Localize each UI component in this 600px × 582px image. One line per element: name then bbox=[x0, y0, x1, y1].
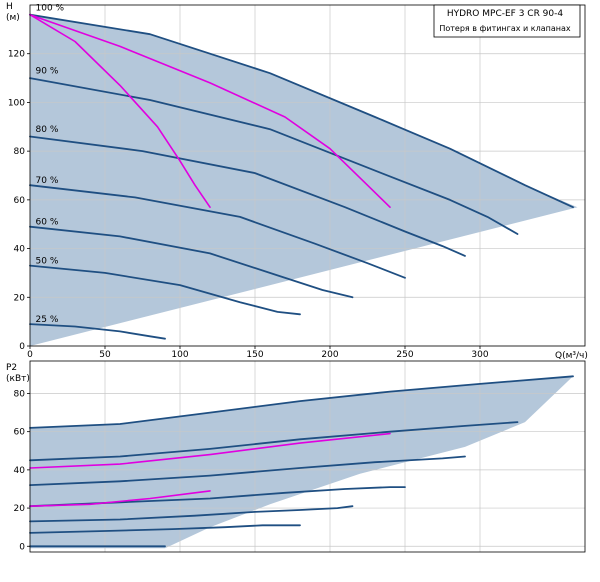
x-tick-label: 300 bbox=[471, 350, 488, 360]
y-axis-label: P2 bbox=[6, 363, 17, 373]
y-axis-label: (кВт) bbox=[6, 374, 30, 384]
x-tick-label: 0 bbox=[27, 350, 33, 360]
x-tick-label: 200 bbox=[321, 350, 338, 360]
y-tick-label: 100 bbox=[8, 98, 25, 108]
speed-label: 70 % bbox=[36, 176, 59, 186]
loss-curve-2-8 bbox=[29, 432, 391, 469]
y-tick-label: 60 bbox=[14, 428, 26, 438]
y-tick-label: 40 bbox=[14, 466, 26, 476]
pump-curve-2-3 bbox=[29, 455, 466, 486]
loss-curve-1-8 bbox=[29, 13, 211, 208]
x-axis-label: Q(м³/ч) bbox=[555, 351, 588, 361]
operating-envelope bbox=[30, 14, 578, 346]
x-tick-label: 100 bbox=[171, 350, 188, 360]
pump-curve-2-4 bbox=[29, 486, 406, 508]
speed-label: 60 % bbox=[36, 218, 59, 228]
x-tick-label: 50 bbox=[99, 350, 111, 360]
pump-curve-2-6 bbox=[29, 524, 301, 534]
y-tick-label: 40 bbox=[14, 245, 26, 255]
pump-curve-1-2 bbox=[29, 77, 519, 235]
pump-curve-2-5 bbox=[29, 505, 354, 523]
y-tick-label: 0 bbox=[19, 342, 25, 352]
y-axis-label: H bbox=[6, 2, 13, 12]
speed-label: 100 % bbox=[36, 3, 65, 13]
pump-curve-2-1 bbox=[29, 375, 574, 429]
x-tick-label: 150 bbox=[246, 350, 263, 360]
pump-curve-1-1 bbox=[29, 13, 574, 209]
plot-frame bbox=[29, 360, 586, 553]
pump-curve-1-6 bbox=[29, 264, 301, 316]
y-tick-label: 20 bbox=[14, 504, 26, 514]
speed-label: 90 % bbox=[36, 67, 59, 77]
x-tick-label: 250 bbox=[396, 350, 413, 360]
speed-label: 80 % bbox=[36, 125, 59, 135]
speed-label: 50 % bbox=[36, 257, 59, 267]
speed-label: 25 % bbox=[36, 315, 59, 325]
plot-frame bbox=[29, 4, 586, 347]
operating-envelope bbox=[30, 376, 573, 549]
power-flow-plot: 0 20 40 60 80 P2(кВт) bbox=[6, 360, 586, 553]
y-tick-label: 80 bbox=[14, 389, 26, 399]
loss-curve-2-9 bbox=[29, 490, 211, 507]
y-tick-label: 0 bbox=[19, 542, 25, 552]
legend-subtitle: Потеря в фитингах и клапанах bbox=[439, 24, 571, 33]
pump-curve-1-4 bbox=[29, 184, 406, 279]
loss-curve-1-9 bbox=[29, 13, 391, 208]
y-tick-label: 60 bbox=[14, 196, 26, 206]
y-tick-label: 80 bbox=[14, 147, 26, 157]
chart-legend: HYDRO MPC-EF 3 CR 90-4 Потеря в фитингах… bbox=[433, 4, 581, 38]
legend-title: HYDRO MPC-EF 3 CR 90-4 bbox=[447, 9, 564, 19]
pump-curve-1-3 bbox=[29, 135, 466, 257]
head-flow-plot: 100 % 90 % 80 % 70 % 60 % 50 % 25 % 0 20 40 60 80 10… bbox=[6, 2, 588, 361]
y-axis-label: (м) bbox=[6, 13, 20, 23]
y-tick-label: 20 bbox=[14, 293, 26, 303]
pump-curve-2-2 bbox=[29, 421, 519, 462]
pump-curve-1-5 bbox=[29, 225, 354, 299]
y-tick-label: 120 bbox=[8, 50, 25, 60]
pump-curve-1-7 bbox=[29, 323, 166, 340]
